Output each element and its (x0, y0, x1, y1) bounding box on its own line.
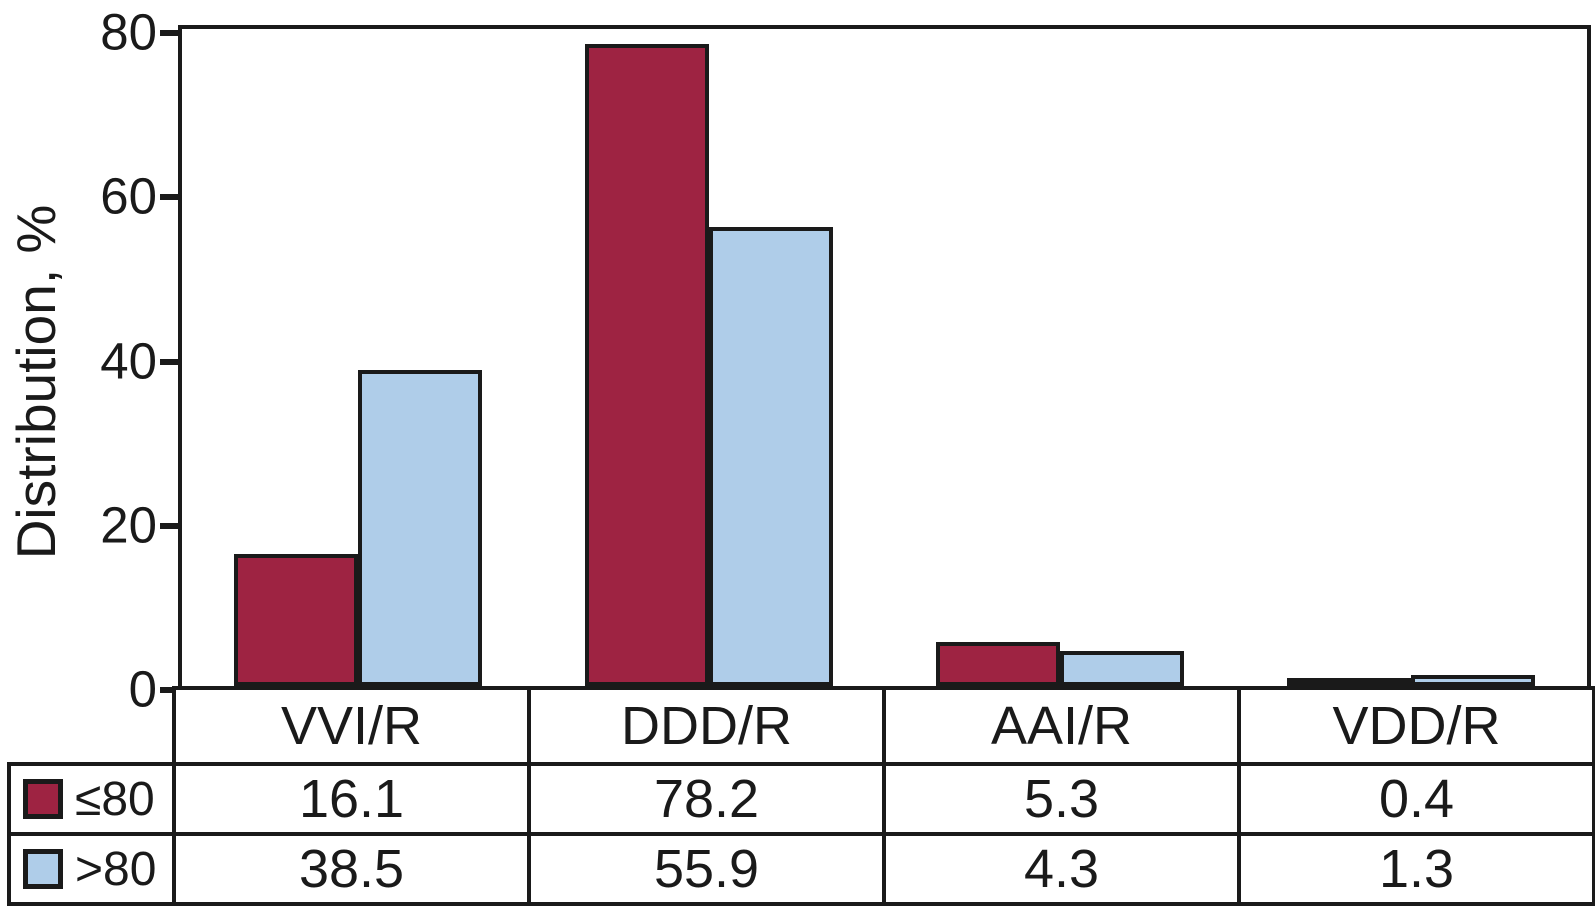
y-tick-mark-40 (160, 358, 182, 365)
bar-ddd-r-s0-80 (585, 44, 709, 686)
bar-vdd-r-s1-80 (1411, 675, 1535, 686)
table-row-s1-80: >80 38.5 55.9 4.3 1.3 (7, 832, 1595, 906)
value-cell-vdd-r-s0: 0.4 (1237, 762, 1595, 836)
bar-ddd-r-s1-80 (709, 227, 833, 686)
y-tick-label-60: 60 (100, 167, 157, 225)
legend-swatch-icon-s1 (23, 849, 63, 889)
table-blank-cell (9, 688, 174, 764)
value-cell-aai-r-s0: 5.3 (882, 762, 1241, 836)
table-row-s0-80: ≤80 16.1 78.2 5.3 0.4 (7, 762, 1595, 836)
y-tick-mark-60 (160, 194, 182, 201)
y-tick-label-80: 80 (100, 3, 157, 61)
value-cell-ddd-r-s0: 78.2 (527, 762, 886, 836)
legend-swatch-icon-s0 (23, 779, 63, 819)
value-cell-vdd-r-s1: 1.3 (1237, 832, 1595, 906)
y-tick-label-20: 20 (100, 496, 157, 554)
bar-aai-r-s0-80 (936, 642, 1060, 686)
y-tick-mark-0 (160, 687, 182, 693)
category-header-vdd-r: VDD/R (1237, 686, 1595, 766)
data-table: VVI/R DDD/R AAI/R VDD/R ≤80 16.1 78.2 5.3 0.4 >80… (7, 686, 1595, 906)
category-header-aai-r: AAI/R (882, 686, 1241, 766)
bar-aai-r-s1-80 (1060, 651, 1184, 686)
y-tick-mark-80 (160, 30, 182, 36)
bar-vvi-r-s0-80 (234, 554, 358, 686)
value-cell-ddd-r-s1: 55.9 (527, 832, 886, 906)
bar-vvi-r-s1-80 (358, 370, 482, 686)
category-header-ddd-r: DDD/R (527, 686, 886, 766)
y-tick-mark-20 (160, 522, 182, 529)
legend-label-s0: ≤80 (75, 772, 155, 826)
plot-area: 0 20 40 60 80 (100, 3, 1591, 717)
value-cell-aai-r-s1: 4.3 (882, 832, 1241, 906)
y-tick-label-40: 40 (100, 331, 157, 389)
legend-cell-s0: ≤80 (7, 762, 176, 836)
category-header-vvi-r: VVI/R (172, 686, 531, 766)
legend-label-s1: >80 (75, 842, 157, 896)
legend-cell-s1: >80 (7, 832, 176, 906)
value-cell-vvi-r-s0: 16.1 (172, 762, 531, 836)
y-tick-label-0: 0 (128, 660, 157, 718)
bar-vdd-r-s0-80 (1287, 678, 1411, 686)
table-header-row: VVI/R DDD/R AAI/R VDD/R (9, 686, 1595, 766)
value-cell-vvi-r-s1: 38.5 (172, 832, 531, 906)
